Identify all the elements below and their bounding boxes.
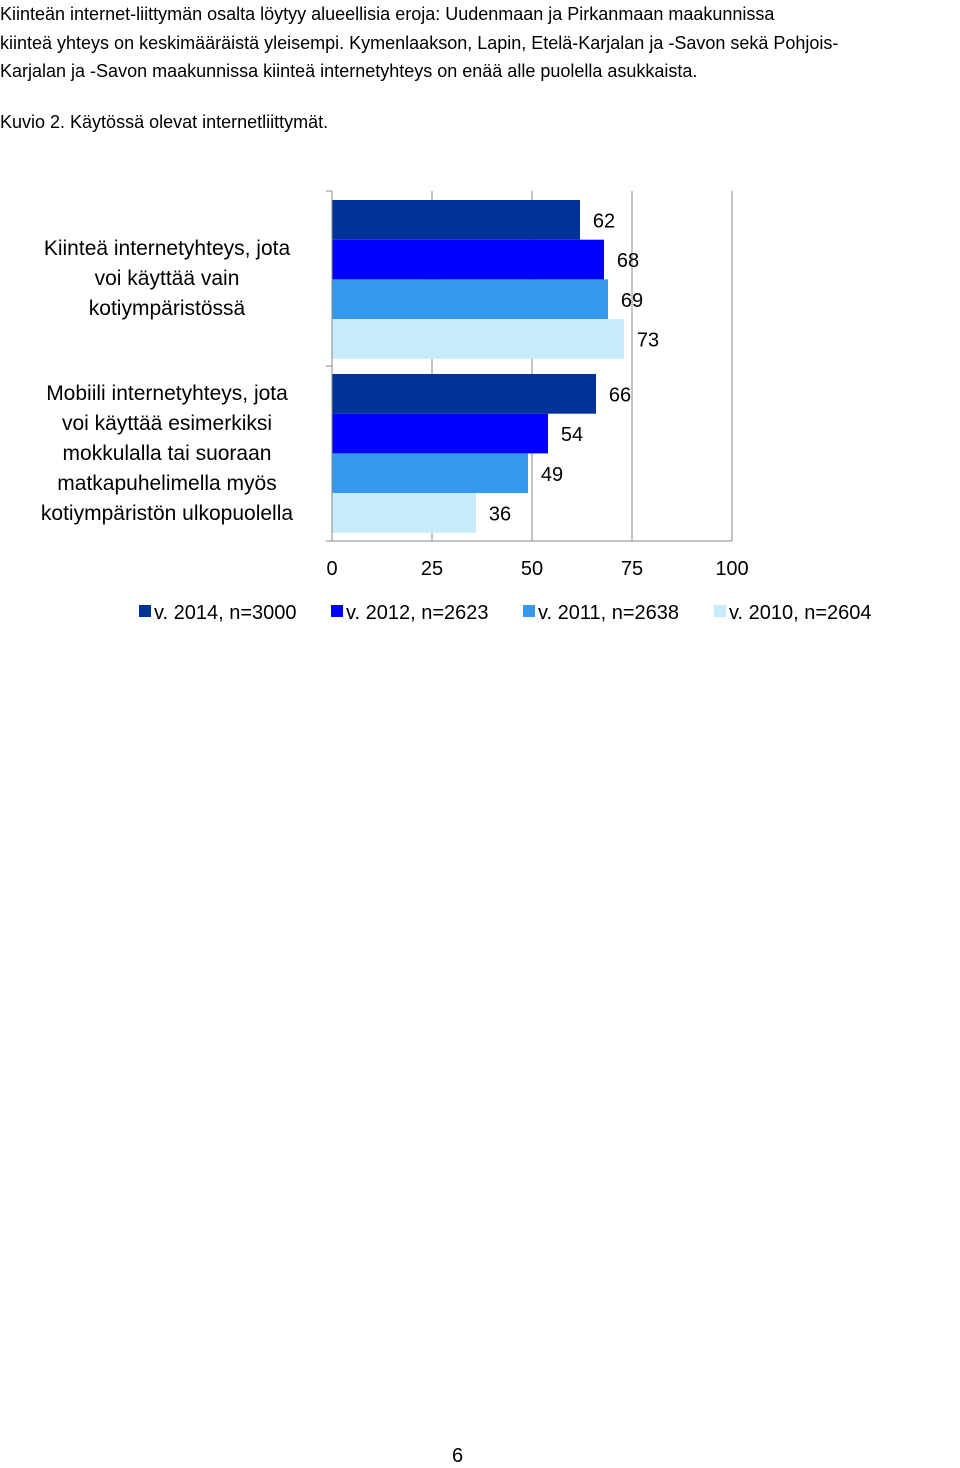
legend-swatch [714,605,726,617]
body-paragraph: Kiinteän internet-liittymän osalta löyty… [0,0,958,86]
legend-label: v. 2012, n=2623 [346,602,489,624]
bar [332,200,580,240]
legend-label: v. 2010, n=2604 [729,602,872,624]
x-tick-label: 0 [326,558,337,580]
data-label: 66 [609,384,631,406]
bar [332,319,624,359]
category-label: voi käyttää esimerkiksi [62,412,272,435]
paragraph-line: Kiinteän internet-liittymän osalta löyty… [0,4,775,24]
bar [332,374,596,414]
bar [332,279,608,320]
category-label: Mobiili internetyhteys, jota [46,382,288,405]
legend-swatch [331,605,343,617]
category-label: voi käyttää vain [95,267,240,290]
x-tick-label: 75 [621,558,643,580]
page-number: 6 [452,1445,464,1467]
data-label: 49 [541,464,563,486]
legend-swatch [139,605,151,617]
category-label: kotiympäristössä [89,297,246,320]
data-label: 68 [617,250,639,272]
x-tick-label: 100 [715,558,748,580]
bar [332,453,528,494]
paragraph-line: kiinteä yhteys on keskimääräistä yleisem… [0,32,839,53]
category-label: matkapuhelimella myös [57,472,276,495]
legend-label: v. 2011, n=2638 [538,602,679,624]
category-label: Kiinteä internetyhteys, jota [44,237,291,260]
figure-caption: Kuvio 2. Käytössä olevat internetliittym… [0,112,329,132]
bar [332,413,548,454]
x-tick-label: 50 [521,558,543,580]
data-label: 62 [593,210,615,232]
data-label: 54 [561,424,583,446]
legend-swatch [523,605,535,617]
category-label: mokkulalla tai suoraan [63,442,272,465]
bar [332,239,604,280]
bar [332,493,476,533]
paragraph-line: Karjalan ja -Savon maakunnissa kiinteä i… [0,61,698,81]
legend-label: v. 2014, n=3000 [154,602,297,624]
data-label: 73 [637,329,659,351]
category-label: kotiympäristön ulkopuolella [41,502,293,525]
data-label: 69 [621,290,643,312]
data-label: 36 [489,503,511,525]
x-tick-label: 25 [421,558,443,580]
